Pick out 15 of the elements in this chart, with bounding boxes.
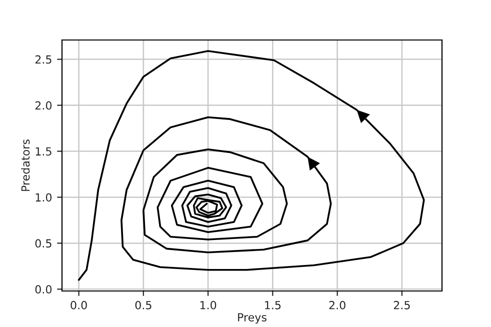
x-tick-label: 0.5: [135, 300, 152, 310]
x-tick-label: 0.0: [70, 300, 87, 310]
x-tick-label: 1.5: [265, 301, 281, 310]
x-tick-label: 2.0: [329, 300, 346, 310]
x-axis-title: Preys: [238, 313, 266, 324]
y-tick-label: 1.5: [36, 147, 52, 156]
y-tick-label: 2.5: [35, 55, 52, 64]
y-tick-label: 1.0: [36, 193, 52, 202]
line-series: [78, 50, 425, 281]
x-tick-label: 1.0: [200, 300, 216, 310]
y-tick-label: 2.0: [35, 101, 52, 110]
x-tick-label: 2.5: [394, 300, 410, 310]
y-axis-title: Predators: [21, 140, 30, 191]
y-tick-label: 0.0: [35, 285, 52, 294]
y-tick-label: 0.5: [35, 239, 52, 248]
